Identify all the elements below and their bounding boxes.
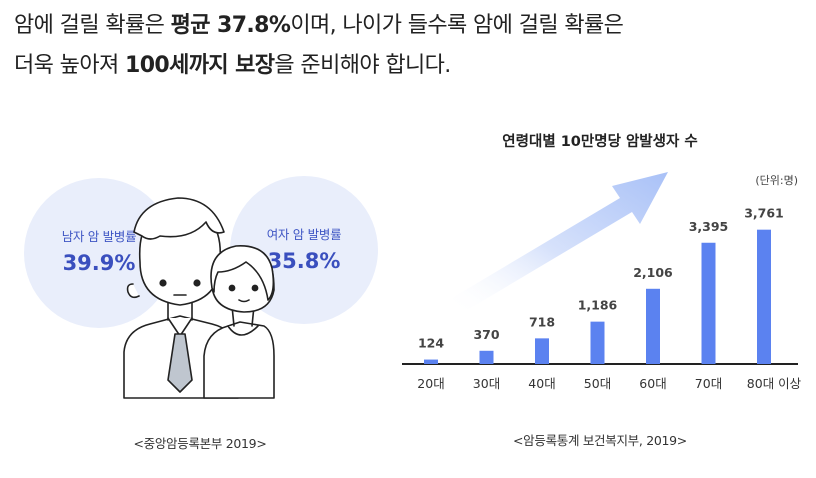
category-label-5: 70대 — [695, 376, 722, 391]
trend-arrow-icon — [452, 172, 668, 312]
chart-unit-label: (단위:명) — [755, 174, 798, 187]
category-label-6: 80대 이상 — [747, 376, 802, 391]
category-label-1: 30대 — [473, 376, 500, 391]
male-rate-label: 남자 암 발병률 — [61, 229, 137, 244]
bar-value-label-1: 370 — [473, 327, 499, 342]
female-rate-value: 35.8% — [267, 249, 341, 273]
bar-6 — [757, 229, 771, 364]
headline-line-2: 더욱 높아져 100세까지 보장을 준비해야 합니다. — [14, 53, 451, 78]
bar-value-label-0: 124 — [418, 336, 444, 351]
category-label-2: 40대 — [528, 376, 555, 391]
bar-value-label-2: 718 — [529, 314, 555, 329]
headline-emphasis-average: 평균 37.8% — [170, 13, 291, 38]
category-label-3: 50대 — [584, 376, 611, 391]
headline-emphasis-100: 100세까지 보장 — [125, 53, 275, 78]
bar-value-label-4: 2,106 — [633, 265, 673, 280]
left-source-note: <중앙암등록본부 2019> — [133, 436, 267, 451]
bar-value-label-5: 3,395 — [689, 219, 729, 234]
bar-value-label-6: 3,761 — [744, 206, 784, 221]
chart-bars: 124 20대 370 30대 718 40대 1,186 50대 2,106 60대 3,395 7… — [417, 206, 801, 391]
bar-4 — [646, 288, 660, 364]
category-label-0: 20대 — [417, 376, 444, 391]
woman-icon — [203, 245, 275, 399]
male-rate-value: 39.9% — [62, 251, 136, 275]
bar-1 — [479, 350, 494, 364]
bar-0 — [424, 359, 438, 364]
bar-2 — [535, 338, 549, 364]
headline: 암에 걸릴 확률은 평균 37.8%이며, 나이가 들수록 암에 걸릴 확률은 … — [14, 6, 804, 86]
bar-3 — [590, 321, 605, 364]
chart-title: 연령대별 10만명당 암발생자 수 — [502, 132, 697, 150]
headline-line-1: 암에 걸릴 확률은 평균 37.8%이며, 나이가 들수록 암에 걸릴 확률은 — [14, 13, 624, 38]
category-label-4: 60대 — [639, 376, 666, 391]
female-rate-label: 여자 암 발병률 — [266, 227, 342, 242]
bar-value-label-3: 1,186 — [578, 298, 618, 313]
right-source-note: <암등록통계 보건복지부, 2019> — [513, 433, 687, 448]
bar-5 — [701, 242, 716, 364]
